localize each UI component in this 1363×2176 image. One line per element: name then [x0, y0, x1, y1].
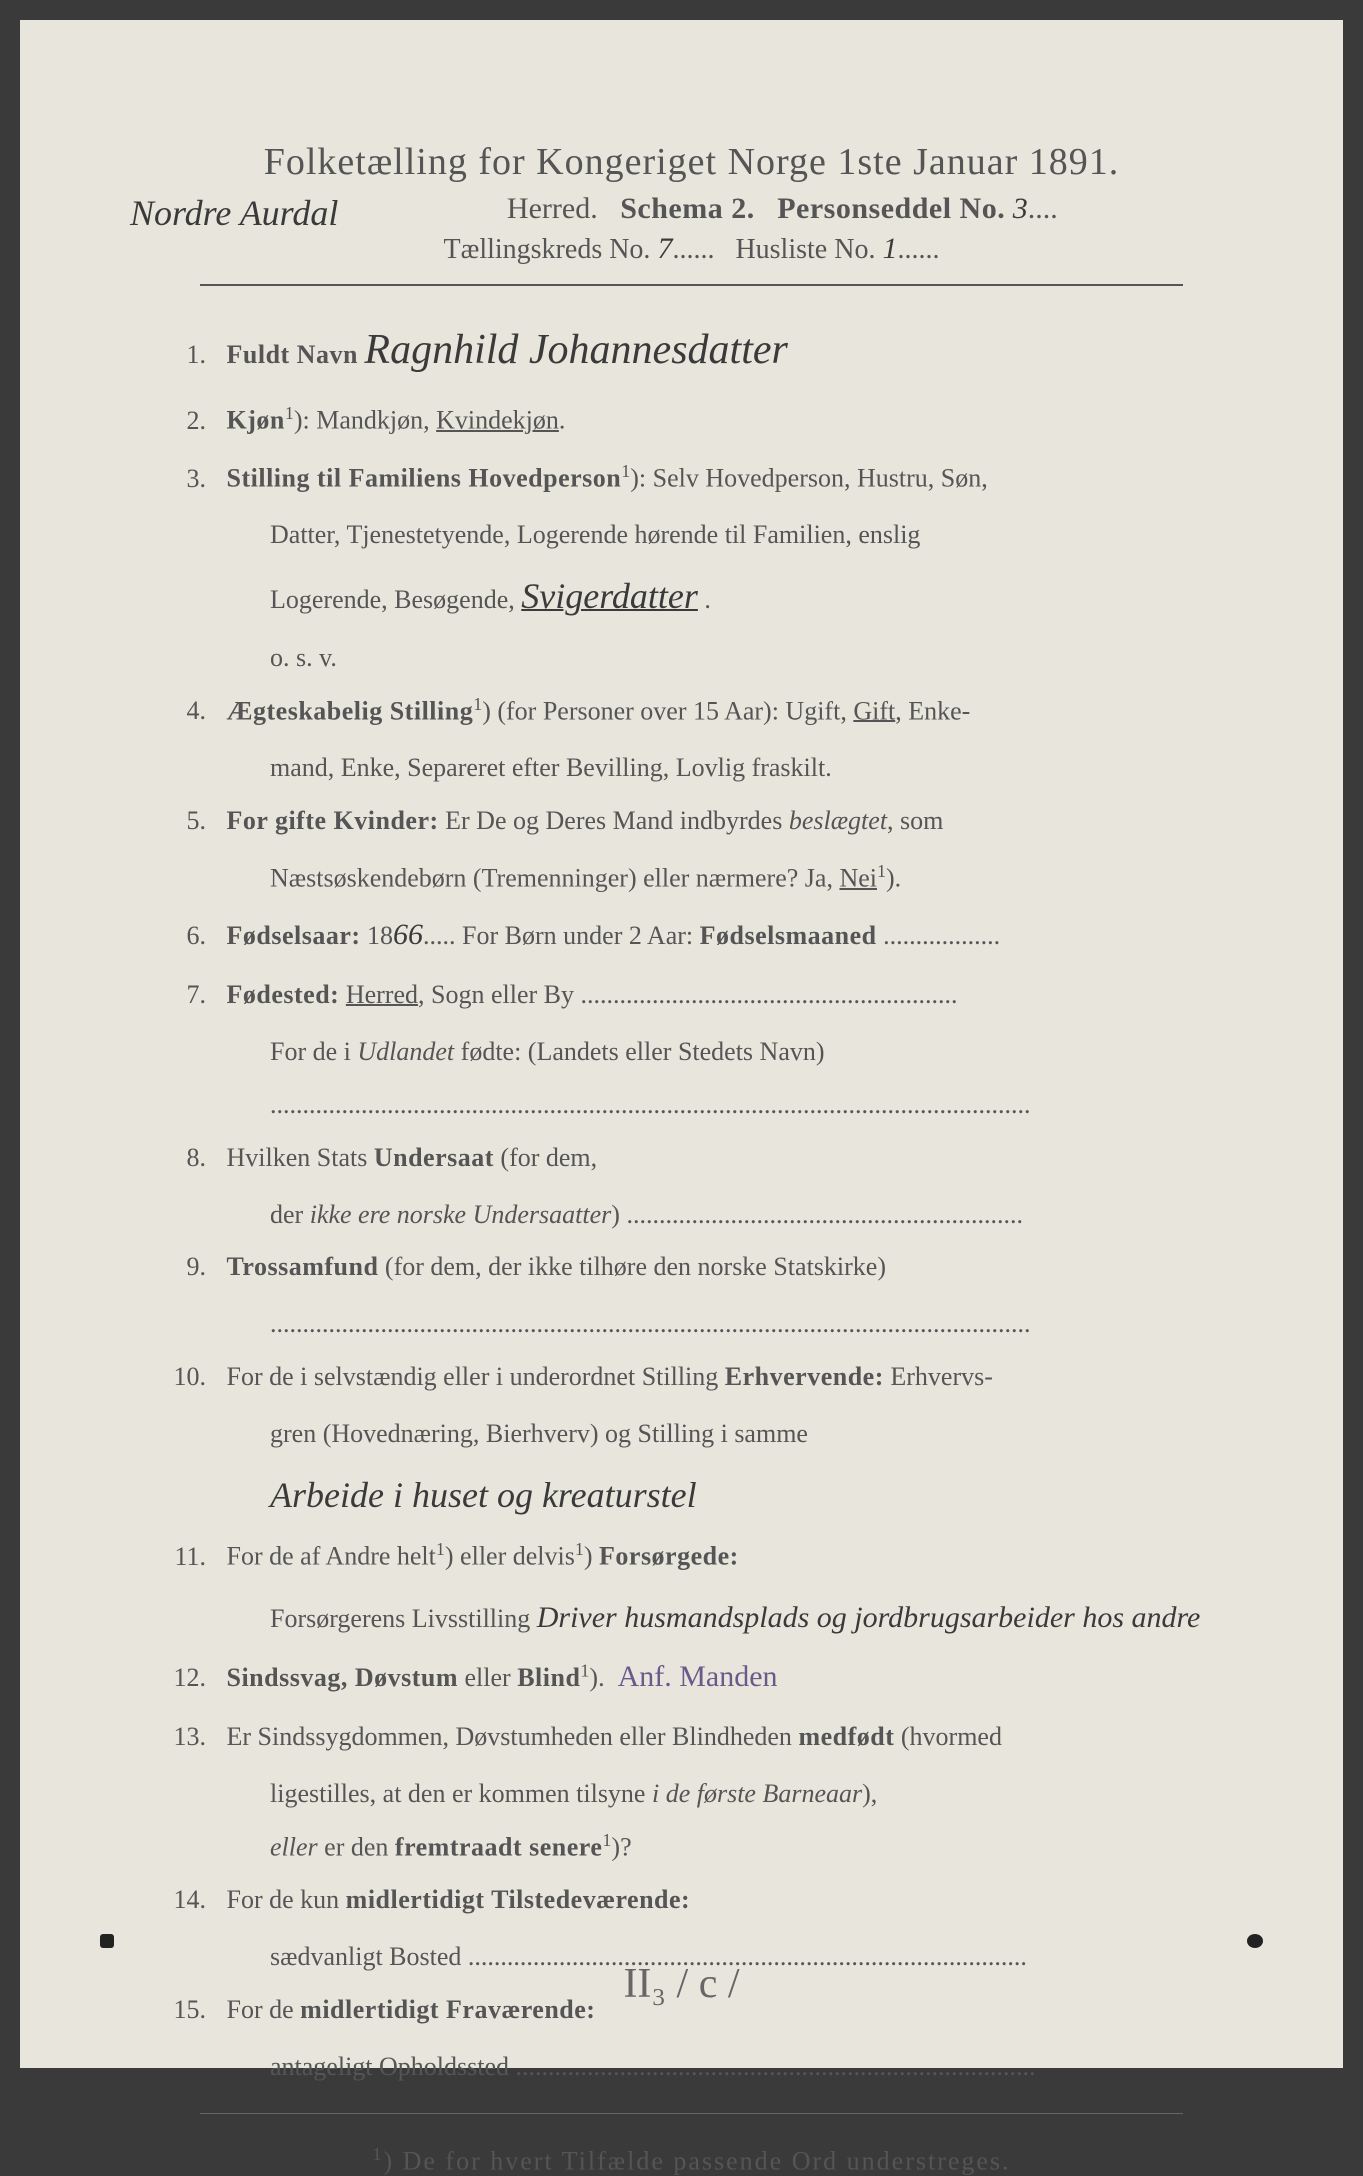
field-12-annotation: Anf. Manden [618, 1660, 778, 1693]
form-title: Folketælling for Kongeriget Norge 1ste J… [140, 140, 1243, 184]
subheader-line-2: Tællingskreds No. 7...... Husliste No. 1… [140, 232, 1243, 266]
field-9-religion: 9. Trossamfund (for dem, der ikke tilhør… [190, 1246, 1243, 1289]
field-7-birthplace: 7. Fødested: Herred, Sogn eller By .....… [190, 974, 1243, 1017]
header-divider [200, 284, 1183, 286]
field-4-marital: 4. Ægteskabelig Stilling1) (for Personer… [190, 690, 1243, 734]
field-9-dotline: ........................................… [270, 1303, 1243, 1346]
field-5-line2: Næstsøskendebørn (Tremenninger) eller næ… [270, 857, 1243, 901]
census-form-page: Folketælling for Kongeriget Norge 1ste J… [20, 20, 1343, 2068]
schema-label: Schema 2. [620, 192, 755, 225]
person-no: 3 [1013, 192, 1028, 225]
field-2-sex: 2. Kjøn1): Mandkjøn, Kvindekjøn. [190, 399, 1243, 443]
sex-selected: Kvindekjøn [436, 406, 559, 435]
kreds-no: 7 [657, 232, 672, 265]
field-7-line2: For de i Udlandet fødte: (Landets eller … [270, 1031, 1243, 1074]
field-3-line3: Logerende, Besøgende, Svigerdatter . [270, 567, 1243, 626]
field-1-name: 1. Fuldt Navn Ragnhild Johannesdatter [190, 316, 1243, 385]
field-10-value: Arbeide i huset og kreaturstel [270, 1466, 1243, 1525]
field-13-line2: ligestilles, at den er kommen tilsyne i … [270, 1773, 1243, 1816]
field-8-subject: 8. Hvilken Stats Undersaat (for dem, [190, 1137, 1243, 1180]
related-selected: Nei [839, 864, 877, 893]
person-label: Personseddel No. [777, 192, 1005, 225]
footnote: 1) De for hvert Tilfælde passende Ord un… [140, 2144, 1243, 2176]
field-3-line2: Datter, Tjenestetyende, Logerende hørend… [270, 514, 1243, 557]
field-12-disability: 12. Sindssvag, Døvstum eller Blind1). An… [190, 1652, 1243, 1702]
herred-label: Herred. [507, 192, 598, 225]
field-14-temp-present: 14. For de kun midlertidigt Tilstedevære… [190, 1879, 1243, 1922]
birthplace-selected: Herred [346, 980, 418, 1009]
field-3-line4: o. s. v. [270, 637, 1243, 680]
name-value: Ragnhild Johannesdatter [364, 327, 787, 373]
field-15-line2: antageligt Opholdssted .................… [270, 2046, 1243, 2089]
punch-hole-right [1247, 1934, 1263, 1948]
field-6-birthyear: 6. Fødselsaar: 1866..... For Børn under … [190, 910, 1243, 960]
form-header: Folketælling for Kongeriget Norge 1ste J… [140, 140, 1243, 184]
field-10-line2: gren (Hovednæring, Bierhverv) og Stillin… [270, 1413, 1243, 1456]
field-4-line2: mand, Enke, Separeret efter Bevilling, L… [270, 747, 1243, 790]
husliste-no: 1 [882, 232, 897, 265]
field-11-line2: Forsørgerens Livsstilling Driver husmand… [270, 1593, 1243, 1643]
footer-divider [200, 2113, 1183, 2114]
relation-value: Svigerdatter [521, 576, 698, 616]
subheader-line-1: Nordre Aurdal Herred. Schema 2. Personse… [140, 192, 1243, 226]
field-5-related: 5. For gifte Kvinder: Er De og Deres Man… [190, 800, 1243, 843]
bottom-marks: II₃ / c / [20, 1960, 1343, 2008]
kreds-label: Tællingskreds No. [444, 234, 651, 265]
field-13-line3: eller er den fremtraadt senere1)? [270, 1826, 1243, 1870]
marital-selected: Gift [853, 696, 895, 725]
punch-hole-left [100, 1934, 114, 1948]
field-11-supported: 11. For de af Andre helt1) eller delvis1… [190, 1535, 1243, 1579]
field-10-occupation: 10. For de i selvstændig eller i underor… [190, 1356, 1243, 1399]
husliste-label: Husliste No. [735, 234, 875, 265]
field-7-dotline: ........................................… [270, 1084, 1243, 1127]
birthyear-value: 66 [393, 918, 423, 951]
supporter-value: Driver husmandsplads og jordbrugsarbeide… [537, 1601, 1201, 1634]
field-13-congenital: 13. Er Sindssygdommen, Døvstumheden elle… [190, 1716, 1243, 1759]
field-8-line2: der ikke ere norske Undersaatter) ......… [270, 1194, 1243, 1237]
field-3-relation: 3. Stilling til Familiens Hovedperson1):… [190, 457, 1243, 501]
